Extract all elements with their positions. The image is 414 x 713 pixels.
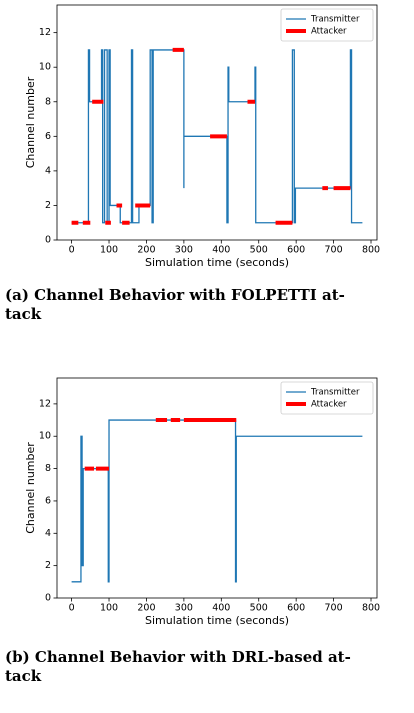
x-tick-label: 500 [250, 245, 268, 256]
y-tick-label: 10 [39, 62, 51, 73]
x-tick-label: 600 [287, 245, 305, 256]
x-tick-label: 400 [212, 603, 230, 614]
x-tick-label: 0 [69, 603, 75, 614]
x-tick-label: 700 [325, 245, 343, 256]
series-line [84, 418, 237, 471]
series-line [71, 419, 363, 583]
legend-label: Attacker [311, 27, 347, 37]
caption: tack [5, 667, 42, 685]
y-tick-label: 8 [45, 463, 51, 474]
legend-label: Attacker [311, 400, 347, 410]
y-axis-label: Channel number [24, 76, 37, 168]
y-tick-label: 12 [39, 27, 51, 38]
y-tick-label: 10 [39, 431, 51, 442]
x-axis-label: Simulation time (seconds) [145, 256, 289, 269]
x-tick-label: 800 [362, 603, 380, 614]
x-tick-label: 200 [137, 245, 155, 256]
x-tick-label: 600 [287, 603, 305, 614]
series-line [71, 49, 363, 224]
y-tick-label: 8 [45, 96, 51, 107]
y-tick-label: 2 [45, 560, 51, 571]
y-tick-label: 12 [39, 398, 51, 409]
y-tick-label: 4 [45, 165, 51, 176]
x-tick-label: 500 [250, 603, 268, 614]
x-tick-label: 100 [100, 245, 118, 256]
caption: (b) Channel Behavior with DRL-based at- [5, 648, 351, 666]
x-tick-label: 0 [69, 245, 75, 256]
x-axis-label: Simulation time (seconds) [145, 614, 289, 627]
x-tick-label: 300 [175, 245, 193, 256]
plot-frame [56, 4, 378, 241]
legend-label: Transmitter [310, 388, 360, 398]
plot-frame [56, 377, 378, 599]
series-line [71, 47, 351, 225]
x-tick-label: 400 [212, 245, 230, 256]
x-tick-label: 100 [100, 603, 118, 614]
x-tick-label: 300 [175, 603, 193, 614]
x-tick-label: 700 [325, 603, 343, 614]
y-tick-label: 0 [45, 235, 51, 246]
legend-label: Transmitter [310, 15, 360, 25]
x-tick-label: 200 [137, 603, 155, 614]
x-tick-label: 800 [362, 245, 380, 256]
y-tick-label: 6 [45, 495, 51, 506]
y-tick-label: 2 [45, 200, 51, 211]
caption: (a) Channel Behavior with FOLPETTI at- [5, 286, 345, 304]
y-axis-label: Channel number [24, 442, 37, 534]
y-tick-label: 0 [45, 593, 51, 604]
y-tick-label: 6 [45, 131, 51, 142]
caption: tack [5, 305, 42, 323]
y-tick-label: 4 [45, 528, 51, 539]
